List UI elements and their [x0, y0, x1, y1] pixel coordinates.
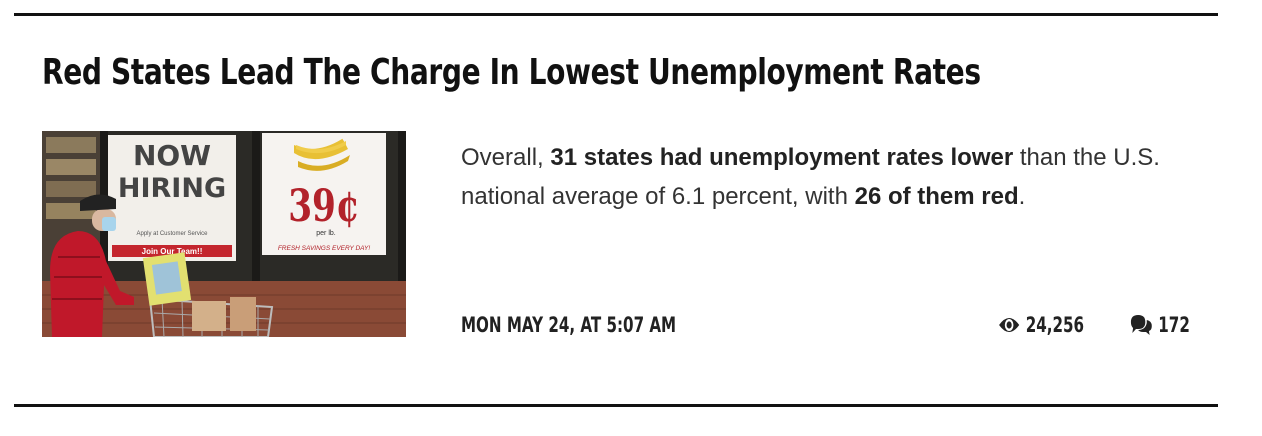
bottom-divider — [14, 404, 1218, 407]
sign-join-text: Join Our Team!! — [142, 247, 203, 256]
publish-timestamp: MON MAY 24, AT 5:07 AM — [461, 313, 677, 337]
sign-hiring-text: HIRING — [118, 173, 226, 204]
top-divider — [14, 13, 1218, 16]
sign-apply-text: Apply at Customer Service — [136, 231, 208, 237]
article-headline[interactable]: Red States Lead The Charge In Lowest Une… — [42, 52, 981, 93]
view-count: 24,256 — [998, 310, 1084, 340]
eye-icon — [999, 318, 1020, 332]
price-sign: 39¢ per lb. FRESH SAVINGS EVERY DAY! — [262, 133, 386, 255]
shopping-cart — [142, 252, 274, 337]
summary-bold-1: 31 states had unemployment rates lower — [550, 144, 1014, 171]
now-hiring-sign: NOW HIRING Apply at Customer Service Joi… — [108, 135, 236, 261]
sign-now-text: NOW — [133, 139, 211, 172]
sign-unit-text: per lb. — [316, 230, 336, 237]
comment-bubbles-icon — [1131, 315, 1152, 335]
article-summary: Overall, 31 states had unemployment rate… — [461, 138, 1191, 216]
summary-text-3: . — [1018, 183, 1026, 210]
comment-count[interactable]: 172 — [1130, 310, 1190, 340]
shopper-figure — [50, 194, 134, 337]
sign-footer-text: FRESH SAVINGS EVERY DAY! — [278, 245, 371, 252]
comment-count-value: 172 — [1158, 313, 1190, 337]
summary-bold-2: 26 of them red — [854, 183, 1019, 210]
view-count-value: 24,256 — [1025, 313, 1084, 337]
sign-price-text: 39¢ — [288, 181, 360, 232]
summary-text-2: than the U.S. national average of 6.1 pe… — [461, 144, 1160, 210]
article-thumbnail[interactable]: NOW HIRING Apply at Customer Service Joi… — [42, 131, 406, 337]
summary-text-1: Overall, — [461, 144, 551, 171]
